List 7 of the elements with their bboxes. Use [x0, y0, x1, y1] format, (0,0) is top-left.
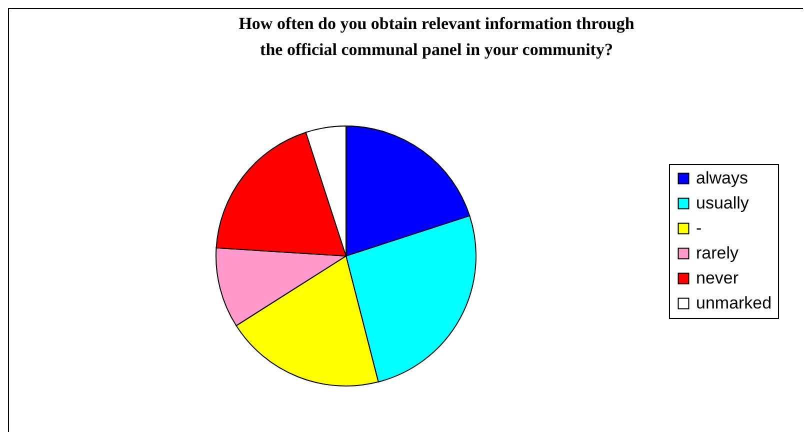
chart-title: How often do you obtain relevant information through the official communal panel in your community?	[238, 14, 635, 59]
legend-label: always	[696, 168, 748, 188]
legend-label: rarely	[696, 244, 740, 262]
legend-label: never	[696, 268, 739, 288]
legend-label: unmarked	[696, 294, 772, 312]
legend-label: -	[696, 218, 702, 238]
legend-label: usually	[696, 194, 750, 212]
